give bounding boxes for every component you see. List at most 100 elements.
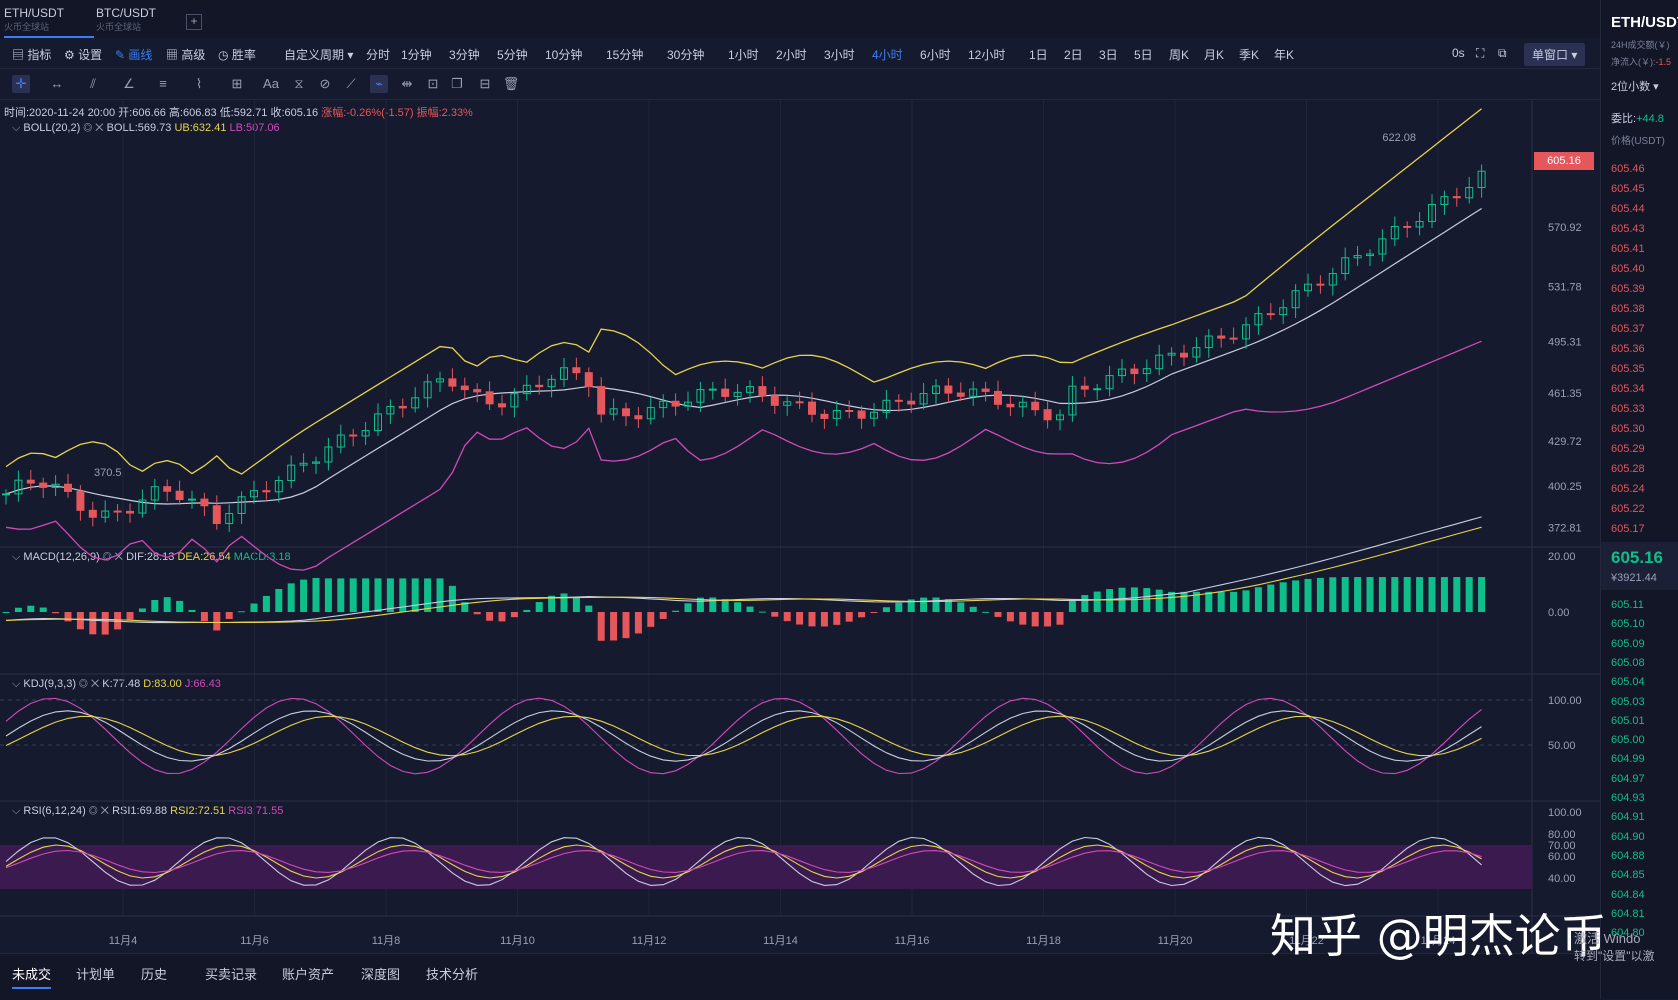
period-option[interactable]: 1分钟 bbox=[401, 48, 432, 62]
ask-price[interactable]: 605.39 bbox=[1611, 283, 1645, 295]
ask-price[interactable]: 605.22 bbox=[1611, 503, 1645, 515]
bottom-tab[interactable]: 技术分析 bbox=[426, 967, 479, 982]
bid-price[interactable]: 605.09 bbox=[1611, 637, 1645, 650]
lock-icon[interactable]: ⊡ bbox=[427, 76, 439, 91]
bottom-tab[interactable]: 计划单 bbox=[76, 967, 116, 982]
rectangle-icon[interactable]: ⊞ bbox=[231, 76, 243, 91]
bid-price[interactable]: 605.00 bbox=[1611, 734, 1645, 747]
trash-icon[interactable]: 🗑 bbox=[502, 76, 520, 91]
ask-price[interactable]: 605.38 bbox=[1611, 303, 1645, 315]
bid-price[interactable]: 605.10 bbox=[1611, 618, 1645, 631]
hide-icon[interactable]: ⊟ bbox=[479, 76, 491, 91]
wave-icon[interactable]: ⌇ bbox=[195, 76, 203, 91]
bid-price[interactable]: 605.01 bbox=[1611, 714, 1645, 727]
settings-button[interactable]: ⚙ 设置 bbox=[64, 48, 103, 62]
bid-price[interactable]: 604.80 bbox=[1611, 927, 1645, 940]
bid-price[interactable]: 605.08 bbox=[1611, 656, 1645, 669]
copy-icon[interactable]: ❐ bbox=[451, 76, 463, 91]
pattern-icon[interactable]: ⧖ bbox=[294, 76, 304, 91]
bid-price[interactable]: 605.11 bbox=[1611, 599, 1644, 611]
close-icon[interactable]: ✕ bbox=[114, 551, 127, 563]
bid-price[interactable]: 604.93 bbox=[1611, 792, 1645, 804]
period-option[interactable]: 30分钟 bbox=[667, 48, 705, 62]
ask-price[interactable]: 605.30 bbox=[1611, 423, 1645, 435]
bid-price[interactable]: 604.84 bbox=[1611, 888, 1645, 901]
ask-price[interactable]: 605.41 bbox=[1611, 243, 1645, 255]
period-option[interactable]: 月K bbox=[1204, 48, 1225, 62]
period-option[interactable]: 5日 bbox=[1134, 48, 1153, 62]
bottom-tab[interactable]: 历史 bbox=[141, 967, 168, 982]
period-option[interactable]: 4小时 bbox=[872, 48, 903, 62]
period-option[interactable]: 15分钟 bbox=[606, 48, 644, 62]
bid-price[interactable]: 604.97 bbox=[1611, 772, 1645, 785]
period-option[interactable]: 3分钟 bbox=[449, 48, 480, 62]
bid-price[interactable]: 604.99 bbox=[1611, 753, 1645, 766]
indicator-button[interactable]: ▤ 指标 bbox=[12, 48, 52, 62]
period-option[interactable]: 1小时 bbox=[728, 48, 759, 62]
eye-icon[interactable]: ◎ bbox=[83, 122, 96, 134]
ask-price[interactable]: 605.34 bbox=[1611, 383, 1645, 395]
eye-icon[interactable]: ◎ bbox=[88, 805, 101, 817]
bid-price[interactable]: 604.90 bbox=[1611, 830, 1645, 843]
period-option[interactable]: 1日 bbox=[1029, 48, 1048, 62]
ask-price[interactable]: 605.24 bbox=[1611, 483, 1645, 495]
bid-price[interactable]: 605.03 bbox=[1611, 695, 1645, 708]
eye-icon[interactable]: ◎ bbox=[102, 551, 115, 563]
fib-lines-icon[interactable]: ≡ bbox=[159, 76, 167, 91]
measure-icon[interactable]: ⇹ bbox=[401, 76, 413, 91]
bottom-tab[interactable]: 未成交 bbox=[12, 964, 52, 989]
custom-period-dropdown[interactable]: 自定义周期 ▾ bbox=[284, 48, 354, 62]
bottom-tab[interactable]: 深度图 bbox=[361, 967, 401, 982]
bid-price[interactable]: 604.88 bbox=[1611, 849, 1645, 862]
bid-price[interactable]: 605.04 bbox=[1611, 676, 1645, 689]
period-option[interactable]: 10分钟 bbox=[545, 48, 583, 62]
period-option[interactable]: 3小时 bbox=[824, 48, 855, 62]
collapse-icon[interactable]: ⌵ bbox=[12, 551, 24, 563]
window-mode-dropdown[interactable]: 单窗口 ▾ bbox=[1524, 43, 1586, 66]
magnet-icon[interactable]: ⌁ bbox=[370, 75, 388, 93]
ask-price[interactable]: 605.17 bbox=[1611, 523, 1645, 535]
bottom-tab[interactable]: 账户资产 bbox=[282, 967, 335, 982]
draw-button[interactable]: ✎ 画线 bbox=[115, 48, 153, 62]
winrate-button[interactable]: ◷ 胜率 bbox=[218, 48, 256, 62]
eye-icon[interactable]: ◎ bbox=[79, 678, 91, 690]
decimals-dropdown[interactable]: 2位小数 ▾ bbox=[1611, 81, 1659, 93]
ask-price[interactable]: 605.36 bbox=[1611, 343, 1645, 355]
ask-price[interactable]: 605.46 bbox=[1611, 163, 1645, 175]
collapse-icon[interactable]: ⌵ bbox=[12, 805, 24, 817]
screenshot-icon[interactable]: ⧉ bbox=[1498, 46, 1507, 60]
period-option[interactable]: 季K bbox=[1239, 48, 1260, 62]
period-option[interactable]: 12小时 bbox=[968, 48, 1006, 62]
period-option[interactable]: 周K bbox=[1169, 48, 1190, 62]
collapse-icon[interactable]: ⌵ bbox=[12, 678, 24, 690]
ask-price[interactable]: 605.35 bbox=[1611, 363, 1645, 375]
period-option[interactable]: 分时 bbox=[366, 48, 391, 62]
close-icon[interactable]: ✕ bbox=[95, 122, 107, 134]
period-option[interactable]: 3日 bbox=[1099, 48, 1118, 62]
period-option[interactable]: 2日 bbox=[1064, 48, 1083, 62]
ask-price[interactable]: 605.33 bbox=[1611, 403, 1645, 415]
period-option[interactable]: 6小时 bbox=[920, 48, 951, 62]
close-icon[interactable]: ✕ bbox=[100, 805, 113, 817]
period-option[interactable]: 5分钟 bbox=[497, 48, 528, 62]
ask-price[interactable]: 605.29 bbox=[1611, 443, 1645, 455]
bid-price[interactable]: 604.85 bbox=[1611, 869, 1645, 882]
crosshair-icon[interactable]: ✛ bbox=[12, 75, 30, 93]
ask-price[interactable]: 605.28 bbox=[1611, 463, 1645, 475]
eraser-icon[interactable]: ⊘ bbox=[319, 76, 331, 91]
period-option[interactable]: 2小时 bbox=[776, 48, 807, 62]
bottom-tab[interactable]: 买卖记录 bbox=[205, 967, 258, 982]
angle-icon[interactable]: ∠ bbox=[123, 76, 135, 91]
text-icon[interactable]: Aa bbox=[263, 76, 279, 91]
bid-price[interactable]: 604.91 bbox=[1611, 811, 1645, 824]
parallel-lines-icon[interactable]: ⫽ bbox=[90, 76, 96, 91]
ruler-icon[interactable]: ⟋ bbox=[346, 76, 356, 91]
ask-price[interactable]: 605.44 bbox=[1611, 203, 1645, 215]
kline-chart[interactable]: 613.95570.92531.78495.31461.35429.72400.… bbox=[0, 100, 1600, 953]
ask-price[interactable]: 605.45 bbox=[1611, 183, 1645, 195]
period-option[interactable]: 年K bbox=[1274, 48, 1295, 62]
ask-price[interactable]: 605.43 bbox=[1611, 223, 1645, 235]
close-icon[interactable]: ✕ bbox=[90, 678, 103, 690]
fullscreen-icon[interactable]: ⛶ bbox=[1476, 46, 1485, 60]
ask-price[interactable]: 605.37 bbox=[1611, 323, 1645, 335]
